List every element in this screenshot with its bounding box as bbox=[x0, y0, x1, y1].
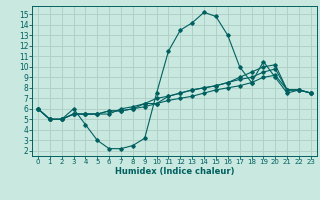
X-axis label: Humidex (Indice chaleur): Humidex (Indice chaleur) bbox=[115, 167, 234, 176]
